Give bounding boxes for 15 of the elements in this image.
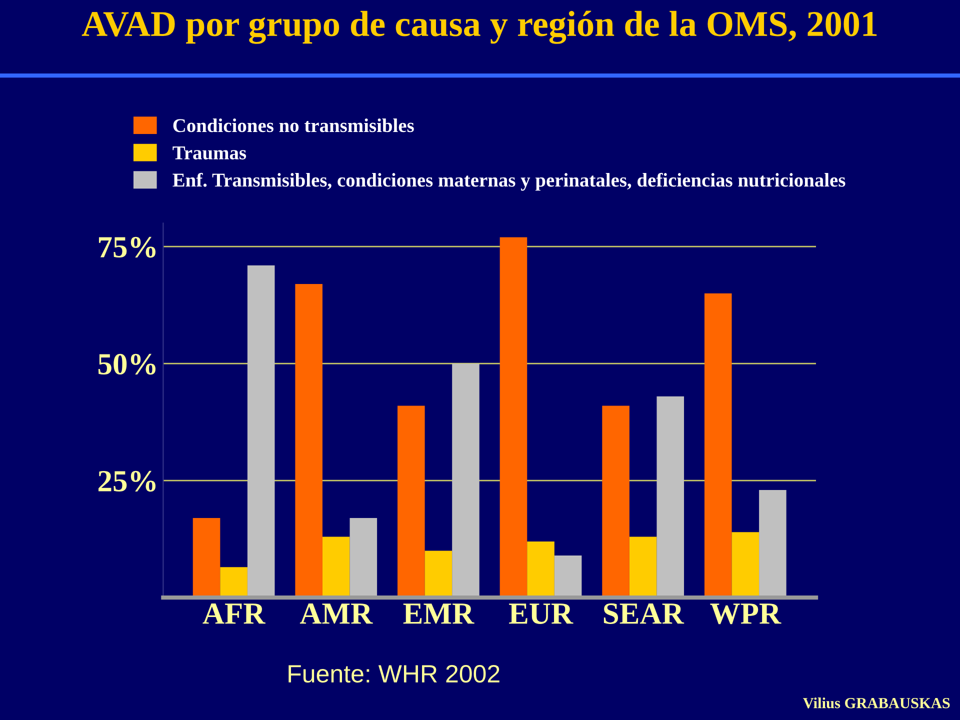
source-note: Fuente: WHR 2002: [288, 664, 500, 683]
x-tick-label: AMR: [300, 603, 373, 624]
y-tick-label: 75%: [98, 236, 156, 258]
x-tick-label: SEAR: [604, 603, 684, 624]
chart-title: AVAD por grupo de causa y región de la OMS, 2001: [82, 10, 877, 44]
x-tick-label: AFR: [202, 603, 266, 624]
y-tick-label: 50%: [98, 354, 156, 375]
x-tick-label: EMR: [403, 604, 474, 624]
y-tick-label: 25%: [98, 470, 156, 492]
text: Vilius GRABAUSKAS: [803, 698, 950, 708]
legend-label: Traumas: [172, 146, 246, 160]
legend-label: Condiciones no transmisibles: [173, 118, 414, 132]
x-tick-label: WPR: [710, 604, 782, 624]
legend-label: Enf. Transmisibles, condiciones maternas y perinatales, deficiencias nutricionales: [172, 172, 846, 191]
x-tick-label: EUR: [509, 604, 574, 624]
